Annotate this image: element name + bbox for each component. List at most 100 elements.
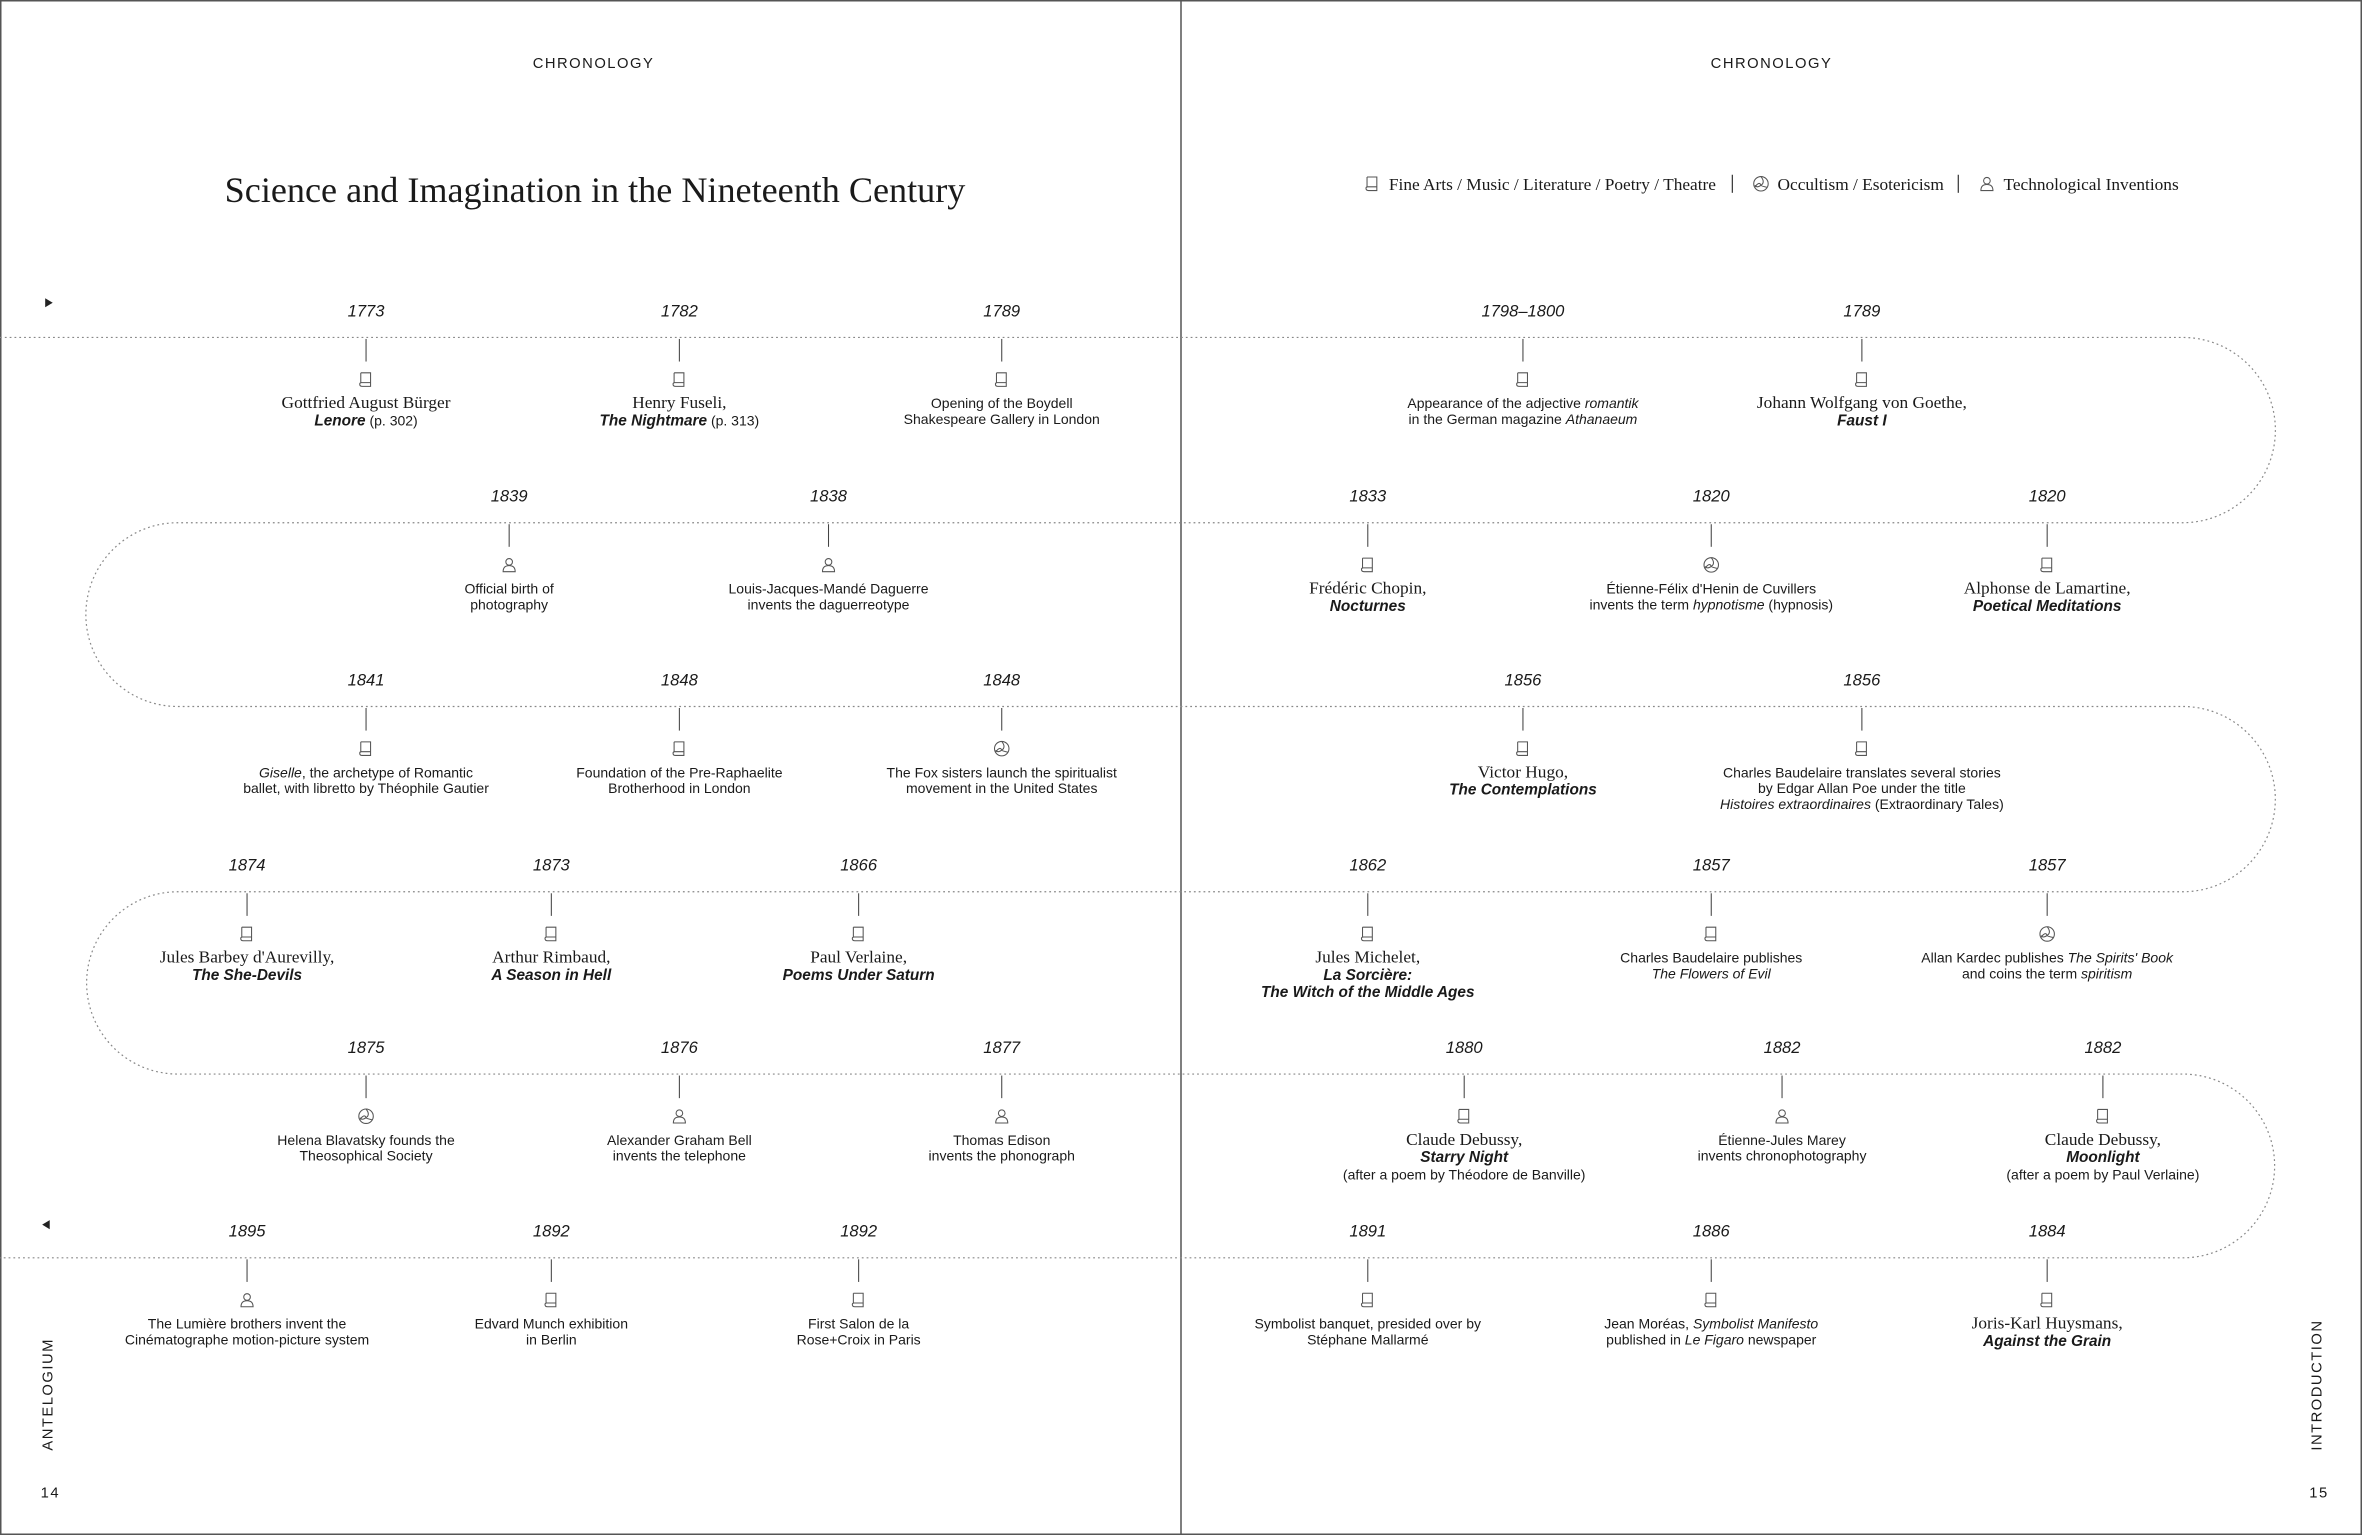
event-text: Shakespeare Gallery in London xyxy=(904,411,1100,427)
event-text: Appearance of the adjective romantik xyxy=(1407,395,1639,411)
text-run: Opening of the Boydell xyxy=(931,395,1073,411)
legend-icon xyxy=(1753,176,1769,192)
page-number: 14 xyxy=(41,1485,60,1501)
text-run: Theosophical Society xyxy=(300,1148,433,1164)
event-text: Rose+Croix in Paris xyxy=(797,1331,921,1347)
event-text: Gottfried August Bürger xyxy=(282,393,451,412)
event-text: by Edgar Allan Poe under the title xyxy=(1758,780,1966,796)
event-text: in the German magazine Athanaeum xyxy=(1409,411,1638,427)
text-run: (p. 302) xyxy=(366,413,418,429)
text-run: by Edgar Allan Poe under the title xyxy=(1758,780,1966,796)
text-run: invents the term xyxy=(1589,596,1693,612)
legend: Fine Arts / Music / Literature / Poetry … xyxy=(1365,174,2179,194)
text-run: movement in the United States xyxy=(906,780,1097,796)
event-year: 1875 xyxy=(348,1038,386,1057)
event-year: 1882 xyxy=(1764,1038,1801,1057)
event-text: Henry Fuseli, xyxy=(632,393,726,412)
end-arrow xyxy=(42,1220,50,1230)
event-text: Johann Wolfgang von Goethe, xyxy=(1757,393,1967,412)
event: 1856 Victor Hugo,The Contemplations xyxy=(1449,670,1597,798)
text-run: Official birth of xyxy=(465,581,554,597)
text-run: Faust I xyxy=(1837,413,1887,430)
event-icon xyxy=(821,558,836,573)
event-text: and coins the term spiritism xyxy=(1962,965,2133,981)
event-icon xyxy=(2040,1292,2053,1308)
event-icon xyxy=(2039,926,2055,942)
event-text: Alphonse de Lamartine, xyxy=(1964,579,2131,598)
text-run: and coins the term xyxy=(1962,965,2081,981)
text-run: Claude Debussy, xyxy=(1406,1130,1522,1149)
text-run: Edvard Munch exhibition xyxy=(475,1316,628,1332)
event-text: ballet, with libretto by Théophile Gauti… xyxy=(243,780,489,796)
event-text: Jules Michelet, xyxy=(1315,948,1420,967)
section-label: INTRODUCTION xyxy=(2309,1319,2325,1450)
text-run: , the archetype of Romantic xyxy=(302,764,473,780)
text-run: Jean Moréas, xyxy=(1604,1316,1693,1332)
event-text: The Contemplations xyxy=(1449,782,1597,799)
event-text: The Lumière brothers invent the xyxy=(148,1316,347,1332)
event-year: 1798–1800 xyxy=(1481,301,1565,320)
event-text: Louis-Jacques-Mandé Daguerre xyxy=(729,581,929,597)
text-run: Gottfried August Bürger xyxy=(282,393,451,412)
event-text: movement in the United States xyxy=(906,780,1097,796)
text-run: Alphonse de Lamartine, xyxy=(1964,579,2131,598)
event-icon xyxy=(672,372,685,387)
event-text: Étienne-Félix d'Henin de Cuvillers xyxy=(1606,581,1816,597)
event-text: The Nightmare (p. 313) xyxy=(600,413,760,430)
event-text: (after a poem by Paul Verlaine) xyxy=(2006,1166,2199,1182)
event-icon xyxy=(1775,1109,1789,1124)
event-text: Histoires extraordinaires (Extraordinary… xyxy=(1720,796,2004,812)
text-run: Victor Hugo, xyxy=(1478,762,1568,781)
text-run: Charles Baudelaire translates several st… xyxy=(1723,764,2001,780)
event-icon xyxy=(1855,372,1867,387)
event-year: 1857 xyxy=(2029,856,2067,875)
text-run: The Spirits' Book xyxy=(2068,950,2174,966)
event-text: The She-Devils xyxy=(192,967,303,984)
event-year: 1884 xyxy=(2029,1222,2066,1241)
text-run: The Witch of the Middle Ages xyxy=(1261,984,1475,1001)
event: 1848 The Fox sisters launch the spiritual… xyxy=(887,670,1117,796)
event-text: Poetical Meditations xyxy=(1973,598,2122,615)
event-year: 1820 xyxy=(1693,487,1731,506)
event: 1857 Allan Kardec publishes The Spirits' … xyxy=(1921,856,2174,982)
legend-icon xyxy=(1980,176,1994,192)
event: 1873 Arthur Rimbaud,A Season in Hell xyxy=(490,856,612,984)
event-icon xyxy=(240,926,253,942)
event-text: Stéphane Mallarmé xyxy=(1307,1331,1429,1347)
event-icon xyxy=(502,558,516,573)
event-icon xyxy=(544,926,557,942)
legend-label: Technological Inventions xyxy=(2003,175,2178,194)
text-run: invents the phonograph xyxy=(929,1148,1075,1164)
text-run: Poems Under Saturn xyxy=(783,967,935,984)
text-run: Paul Verlaine, xyxy=(810,948,907,967)
event: 1891 Symbolist banquet, presided over byS… xyxy=(1255,1222,1481,1348)
text-run: Symbolist Manifesto xyxy=(1693,1316,1818,1332)
text-run: Foundation of the Pre-Raphaelite xyxy=(576,764,782,780)
event-icon xyxy=(1703,557,1720,573)
event-year: 1839 xyxy=(491,487,528,506)
event-icon xyxy=(851,926,864,942)
text-run: First Salon de la xyxy=(808,1316,909,1332)
event-text: Helena Blavatsky founds the xyxy=(277,1132,455,1148)
event-text: First Salon de la xyxy=(808,1316,909,1332)
event: 1820 Étienne-Félix d'Henin de Cuvillersin… xyxy=(1589,487,1833,613)
event-year: 1886 xyxy=(1693,1222,1731,1241)
event-text: Allan Kardec publishes The Spirits' Book xyxy=(1921,950,2174,966)
event-text: Jules Barbey d'Aurevilly, xyxy=(160,948,335,967)
event-text: Paul Verlaine, xyxy=(810,948,907,967)
event-year: 1873 xyxy=(533,856,571,875)
text-run: invents the telephone xyxy=(613,1148,746,1164)
event-year: 1856 xyxy=(1843,670,1881,689)
event-year: 1877 xyxy=(983,1038,1021,1057)
event-icon xyxy=(1704,926,1717,942)
event: 1820 Alphonse de Lamartine,Poetical Medit… xyxy=(1964,487,2131,615)
event: 1882 Claude Debussy,Moonlight(after a poe… xyxy=(2006,1038,2199,1183)
text-run: (hypnosis) xyxy=(1765,596,1833,612)
text-run: Claude Debussy, xyxy=(2045,1130,2161,1149)
